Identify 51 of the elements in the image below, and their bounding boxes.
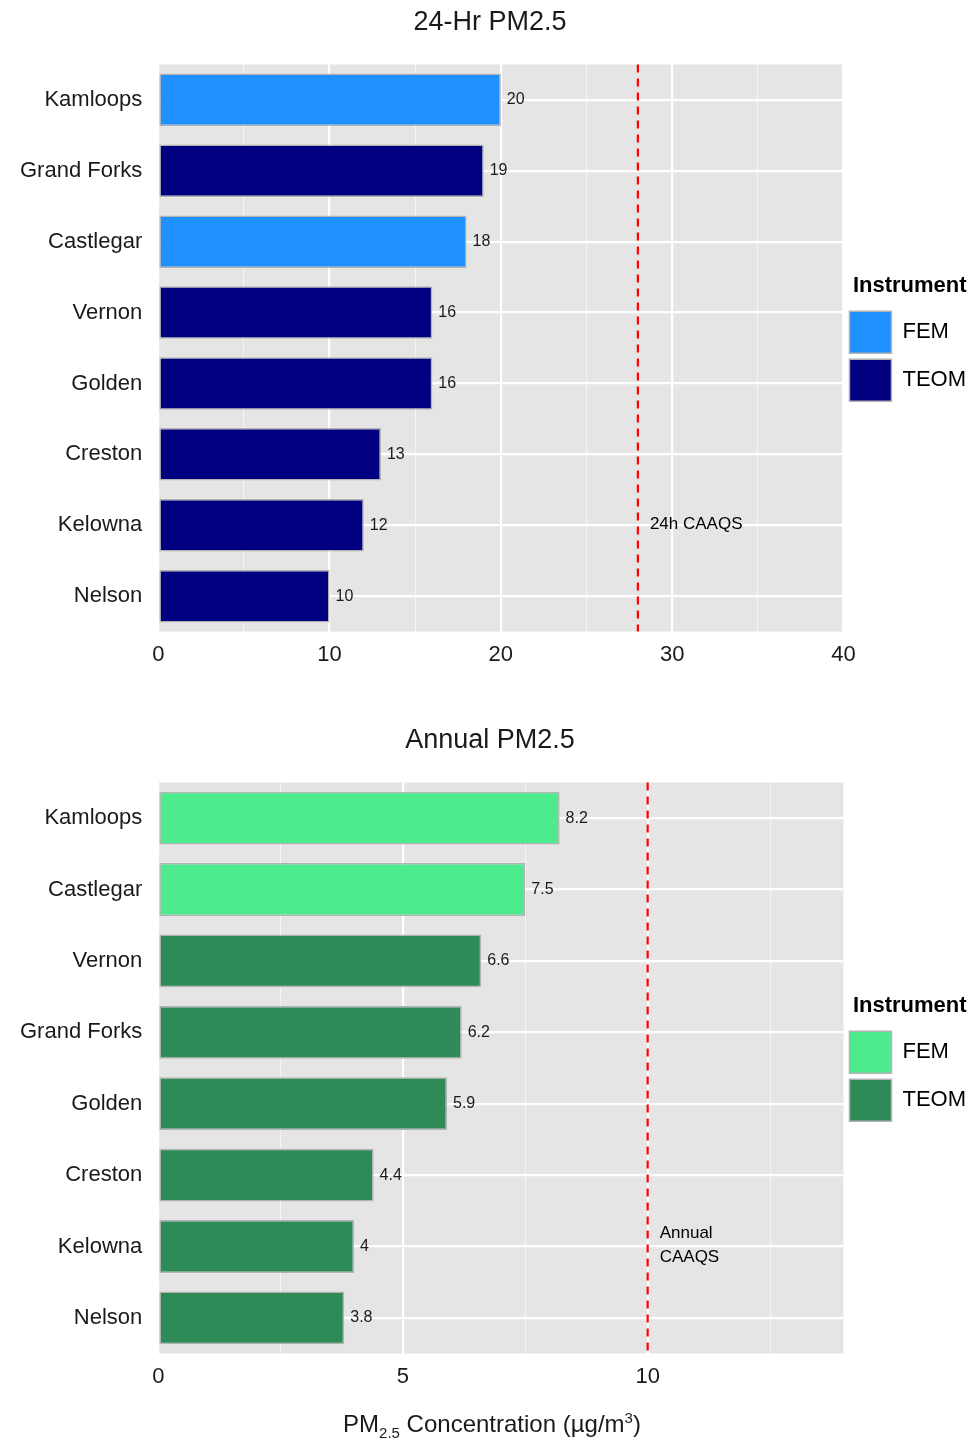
legend-label: FEM <box>902 1038 949 1064</box>
x-tick-label: 5 <box>396 1362 410 1388</box>
y-tick-label: Nelson <box>73 1303 143 1329</box>
x-tick-label: 10 <box>635 1362 660 1388</box>
legend-title: Instrument <box>852 991 968 1017</box>
data-label: 16 <box>438 302 457 320</box>
y-tick-label: Creston <box>65 1161 143 1187</box>
data-label: 10 <box>335 586 354 604</box>
y-tick-label: Castlegar <box>48 875 143 901</box>
data-label: 5.9 <box>453 1094 476 1112</box>
data-label: 8.2 <box>565 808 588 826</box>
legend-label: FEM <box>902 318 949 344</box>
legend-label: TEOM <box>902 366 967 392</box>
data-label: 7.5 <box>531 879 554 897</box>
x-tick-label: 40 <box>831 640 856 666</box>
y-tick-label: Vernon <box>72 298 143 324</box>
y-tick-label: Grand Forks <box>19 1018 143 1044</box>
x-axis-title: PM$_{2.5}$ Concentration (µg/m$^{3}$) <box>342 1408 642 1443</box>
chart-title: 24-Hr PM2.5 <box>413 5 567 36</box>
data-label: 19 <box>489 161 508 179</box>
y-tick-label: Creston <box>65 440 143 466</box>
y-tick-label: Golden <box>71 1089 143 1115</box>
data-label: 6.2 <box>467 1022 491 1040</box>
x-tick-label: 0 <box>152 1362 165 1388</box>
data-label: 4.4 <box>379 1165 402 1183</box>
data-label: 4 <box>360 1236 370 1254</box>
y-tick-label: Kamloops <box>44 85 143 111</box>
y-tick-label: Nelson <box>73 582 143 608</box>
x-tick-label: 0 <box>152 640 165 666</box>
y-tick-label: Kelowna <box>57 511 144 537</box>
y-tick-label: Golden <box>71 369 143 395</box>
y-tick-label: Castlegar <box>48 227 143 253</box>
legend-label: TEOM <box>902 1086 967 1112</box>
chart-title: Annual PM2.5 <box>405 723 575 754</box>
data-label: 18 <box>472 232 491 250</box>
y-tick-label: Grand Forks <box>19 156 143 182</box>
x-tick-label: 30 <box>659 640 685 666</box>
x-tick-label: 10 <box>317 640 342 666</box>
y-tick-label: Kelowna <box>57 1232 144 1258</box>
y-tick-label: Vernon <box>72 946 143 972</box>
ref-line-label: Annual CAAQS <box>659 1222 720 1266</box>
data-label: 3.8 <box>350 1308 373 1326</box>
data-label: 20 <box>506 90 525 108</box>
data-label: 12 <box>369 515 388 533</box>
data-label: 16 <box>438 373 457 391</box>
ref-line-label: 24h CAAQS <box>649 513 743 533</box>
y-tick-label: Kamloops <box>44 804 143 830</box>
data-label: 6.6 <box>487 951 510 969</box>
legend-title: Instrument <box>852 271 968 297</box>
x-tick-label: 20 <box>488 640 514 666</box>
data-label: 13 <box>386 444 405 462</box>
